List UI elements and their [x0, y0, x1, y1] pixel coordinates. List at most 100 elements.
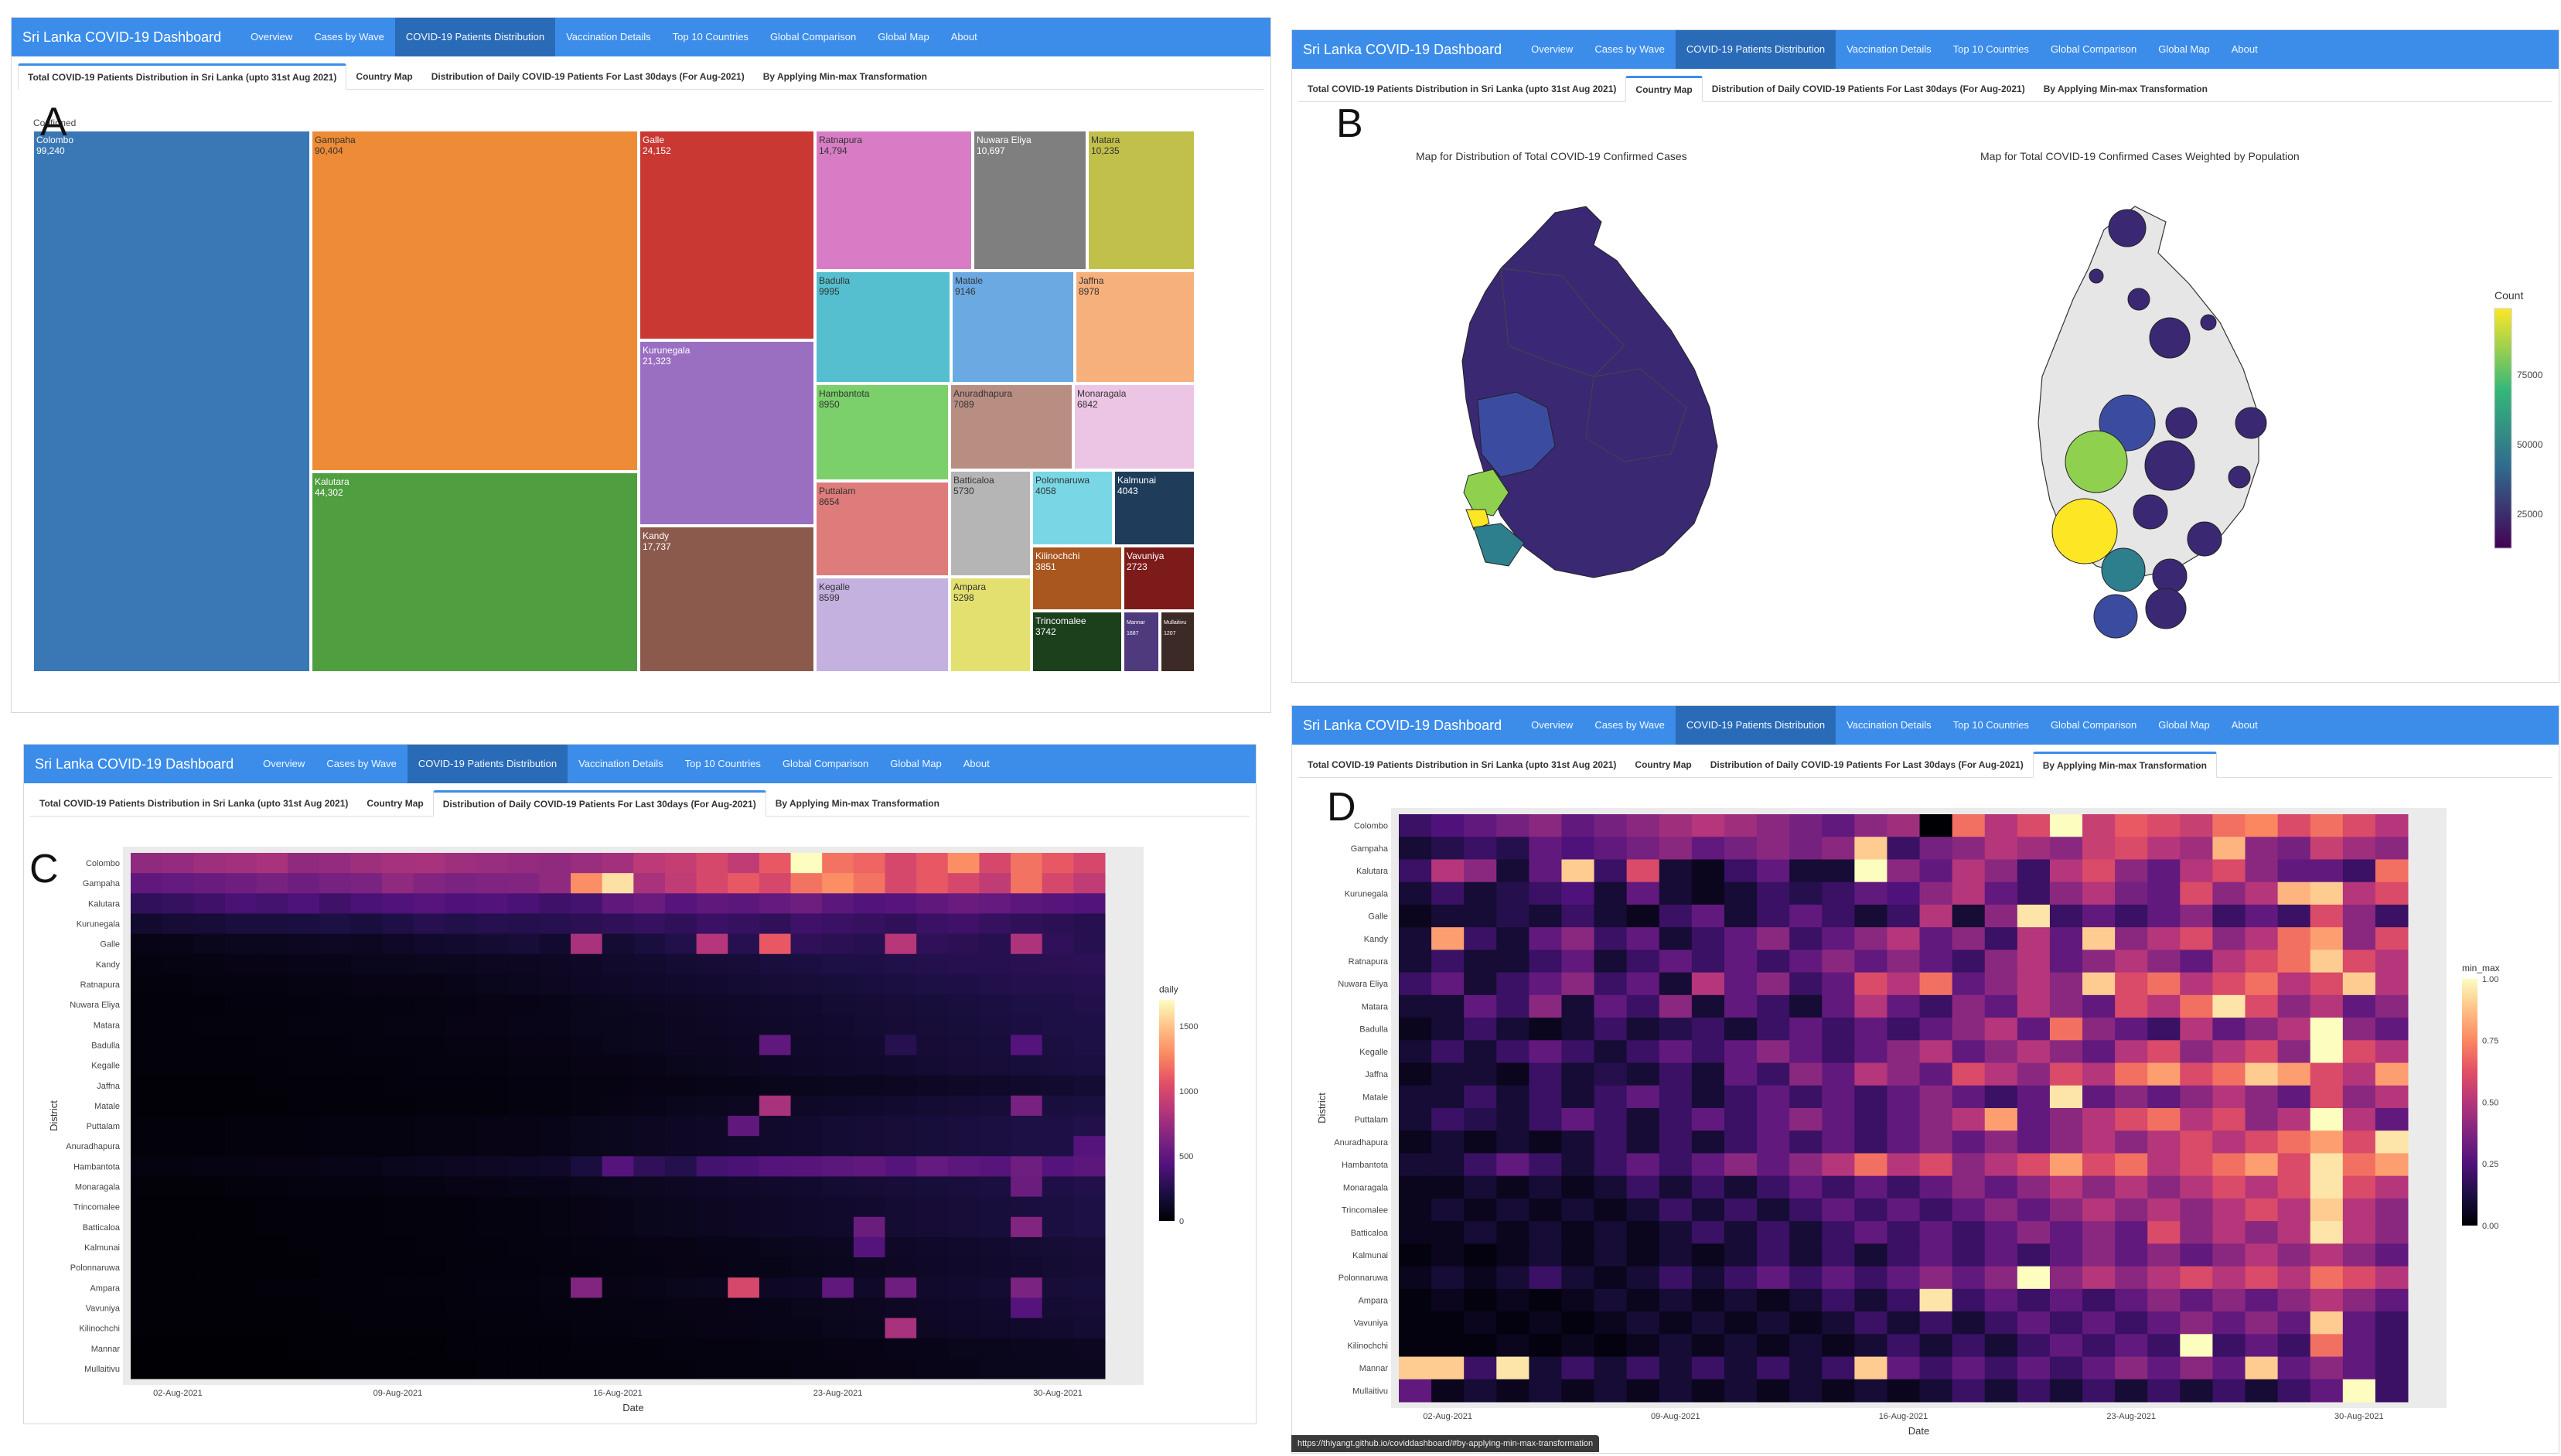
- heat-cell: [633, 1358, 666, 1379]
- nav-item[interactable]: About: [950, 31, 977, 43]
- heat-cell: [1073, 893, 1106, 914]
- tab[interactable]: Total COVID-19 Patients Distribution in …: [39, 798, 349, 809]
- tab[interactable]: By Applying Min-max Transformation: [2032, 752, 2217, 778]
- tab[interactable]: Total COVID-19 Patients Distribution in …: [1308, 84, 1617, 94]
- nav-item[interactable]: COVID-19 Patients Distribution: [1675, 30, 1836, 69]
- heat-cell: [1887, 994, 1921, 1018]
- nav-item[interactable]: About: [2231, 719, 2258, 731]
- heat-cell: [1529, 1266, 1562, 1290]
- heat-cell: [571, 1277, 603, 1298]
- tab[interactable]: Distribution of Daily COVID-19 Patients …: [1711, 84, 2025, 94]
- nav-item[interactable]: Cases by Wave: [1594, 43, 1665, 55]
- app-title[interactable]: Sri Lanka COVID-19 Dashboard: [22, 29, 222, 45]
- nav-item[interactable]: About: [2231, 43, 2258, 55]
- tile-value: 90,404: [315, 145, 343, 156]
- nav-item[interactable]: Global Map: [890, 758, 942, 769]
- y-axis-label: District: [48, 1100, 60, 1131]
- nav-item[interactable]: COVID-19 Patients Distribution: [407, 745, 568, 783]
- nav-item[interactable]: COVID-19 Patients Distribution: [1675, 706, 1836, 745]
- nav-item[interactable]: COVID-19 Patients Distribution: [394, 18, 556, 56]
- heat-cell: [947, 1216, 980, 1238]
- tab[interactable]: Distribution of Daily COVID-19 Patients …: [431, 71, 745, 82]
- tab[interactable]: By Applying Min-max Transformation: [762, 71, 927, 82]
- nav-item[interactable]: Top 10 Countries: [1952, 719, 2029, 731]
- tab[interactable]: Country Map: [356, 71, 413, 82]
- heat-cell: [571, 974, 603, 995]
- tab[interactable]: By Applying Min-max Transformation: [775, 798, 939, 809]
- nav-item[interactable]: Cases by Wave: [326, 758, 397, 769]
- tile-value: 4043: [1117, 486, 1138, 496]
- heat-cell: [1594, 994, 1628, 1018]
- tab[interactable]: Country Map: [367, 798, 424, 809]
- heat-cell: [1952, 837, 1986, 860]
- tile-value: 6842: [1077, 399, 1098, 410]
- heat-cell: [2180, 1085, 2213, 1109]
- nav-item[interactable]: Global Map: [2158, 43, 2210, 55]
- tab[interactable]: Country Map: [1635, 759, 1692, 770]
- heat-cell: [256, 873, 288, 894]
- nav-item[interactable]: Vaccination Details: [1847, 43, 1932, 55]
- tab[interactable]: By Applying Min-max Transformation: [2043, 84, 2208, 94]
- nav-item[interactable]: Cases by Wave: [1594, 719, 1665, 731]
- nav-item[interactable]: Global Comparison: [769, 31, 857, 43]
- tab[interactable]: Total COVID-19 Patients Distribution in …: [18, 63, 347, 90]
- nav-item[interactable]: Top 10 Countries: [684, 758, 761, 769]
- heat-cell: [916, 1075, 949, 1096]
- heat-cell: [1789, 1085, 1823, 1109]
- nav-item[interactable]: Overview: [1531, 719, 1574, 731]
- nav-item[interactable]: Global Map: [2158, 719, 2210, 731]
- tile-value: 24,152: [643, 145, 671, 156]
- nav-item[interactable]: Global Comparison: [782, 758, 869, 769]
- app-title[interactable]: Sri Lanka COVID-19 Dashboard: [35, 755, 234, 772]
- nav-item[interactable]: Vaccination Details: [578, 758, 663, 769]
- nav-item[interactable]: Cases by Wave: [314, 31, 384, 43]
- heat-cell: [1659, 904, 1693, 928]
- nav-item[interactable]: About: [963, 758, 990, 769]
- nav-item[interactable]: Global Comparison: [2050, 719, 2137, 731]
- app-title[interactable]: Sri Lanka COVID-19 Dashboard: [1303, 717, 1502, 733]
- tab[interactable]: Distribution of Daily COVID-19 Patients …: [432, 790, 766, 817]
- tab[interactable]: Distribution of Daily COVID-19 Patients …: [1710, 759, 2024, 770]
- nav-item[interactable]: Overview: [251, 31, 293, 43]
- y-tick-label: Matara: [94, 1021, 121, 1030]
- nav-item[interactable]: Global Comparison: [2050, 43, 2137, 55]
- nav-item[interactable]: Global Map: [878, 31, 929, 43]
- tab[interactable]: Country Map: [1625, 76, 1703, 102]
- nav-item[interactable]: Vaccination Details: [566, 31, 651, 43]
- nav-item[interactable]: Top 10 Countries: [1952, 43, 2029, 55]
- tab[interactable]: Total COVID-19 Patients Distribution in …: [1308, 759, 1617, 770]
- heat-cell: [2115, 1153, 2148, 1177]
- nav-item[interactable]: Overview: [1531, 43, 1574, 55]
- nav-item[interactable]: Overview: [263, 758, 305, 769]
- nav-item[interactable]: Vaccination Details: [1847, 719, 1932, 731]
- app-title[interactable]: Sri Lanka COVID-19 Dashboard: [1303, 41, 1502, 57]
- heat-cell: [539, 1257, 571, 1278]
- nav-item[interactable]: Top 10 Countries: [672, 31, 749, 43]
